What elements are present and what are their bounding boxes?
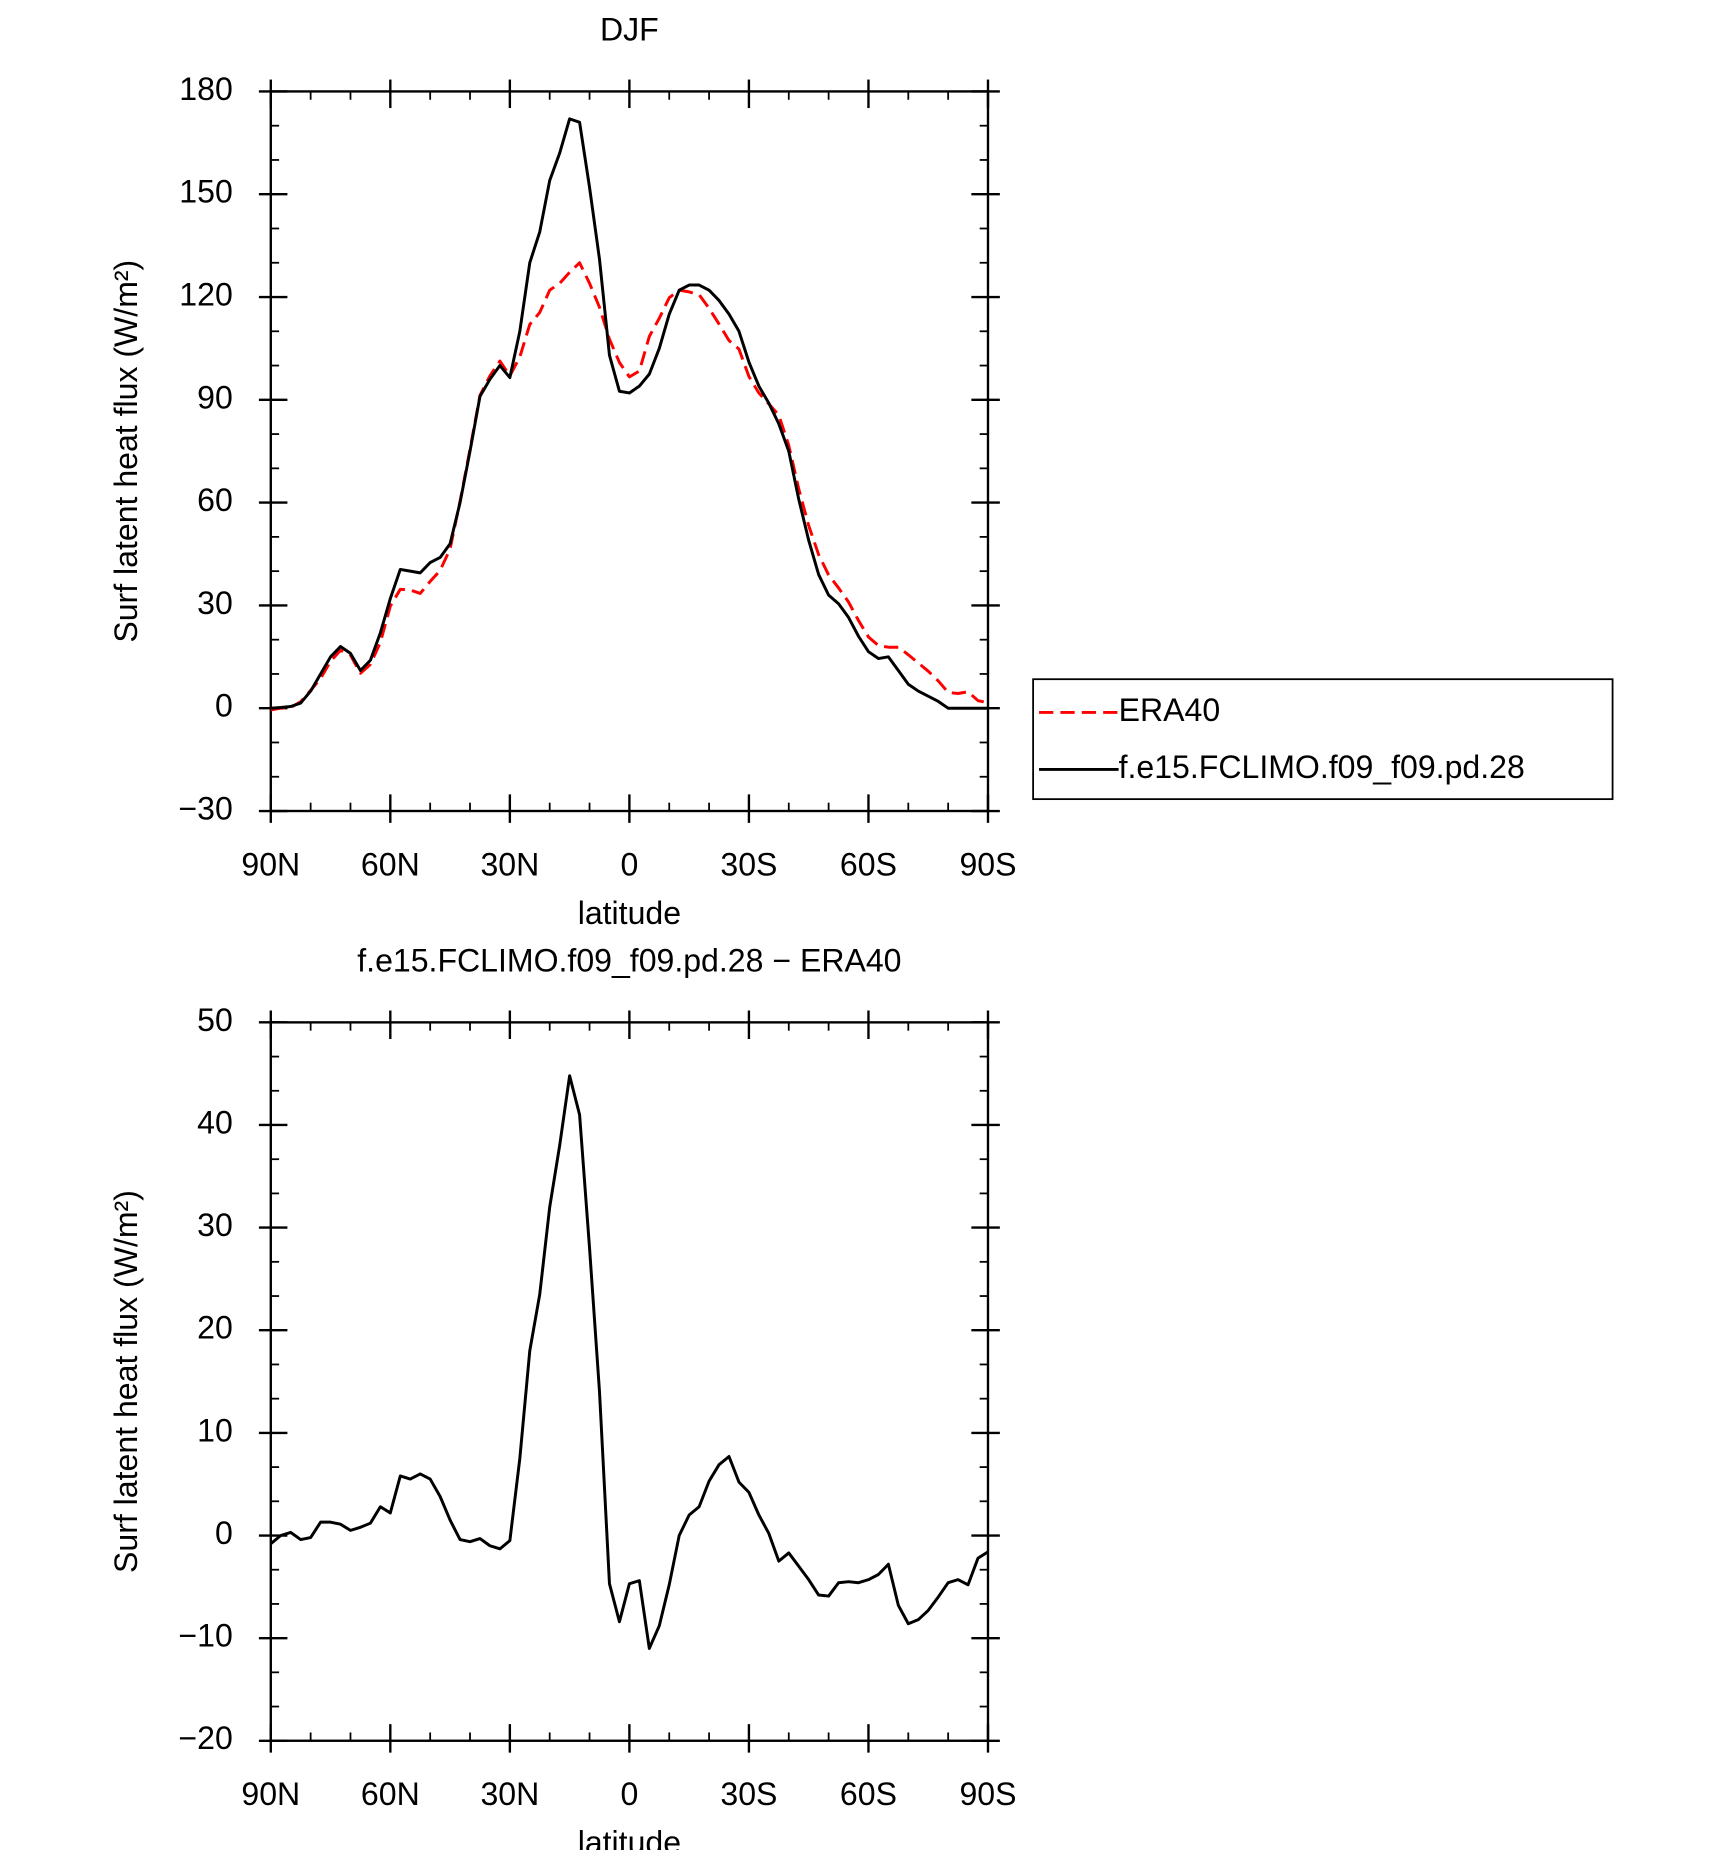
- x-tick-label: 60S: [840, 846, 897, 882]
- x-tick-label: 0: [620, 846, 638, 882]
- x-axis-label: latitude: [578, 895, 681, 931]
- y-tick-label: −30: [178, 790, 232, 826]
- legend-box: [1032, 678, 1614, 801]
- y-tick-label: 50: [197, 1002, 233, 1038]
- x-tick-label: 60S: [840, 1776, 897, 1812]
- y-tick-label: 30: [197, 1207, 233, 1243]
- y-tick-label: 40: [197, 1104, 233, 1140]
- y-tick-label: 180: [179, 71, 232, 107]
- data-line: [269, 1074, 989, 1650]
- x-tick-label: 30S: [720, 846, 777, 882]
- x-axis-label: latitude: [578, 1825, 681, 1850]
- x-tick-label: 90N: [241, 846, 300, 882]
- chart-title: DJF: [600, 12, 659, 48]
- plot-frame: [269, 90, 990, 813]
- legend-label: f.e15.FCLIMO.f09_f09.pd.28: [1119, 749, 1525, 785]
- y-tick-label: 10: [197, 1412, 233, 1448]
- x-tick-label: 90S: [959, 846, 1016, 882]
- data-line: [270, 261, 989, 712]
- y-tick-label: 0: [215, 1515, 233, 1551]
- x-tick-label: 0: [620, 1776, 638, 1812]
- x-tick-label: 60N: [361, 1776, 420, 1812]
- data-line: [270, 117, 988, 710]
- x-tick-label: 30N: [480, 1776, 539, 1812]
- y-axis-label: Surf latent heat flux (W/m²): [108, 260, 144, 643]
- y-tick-label: 90: [197, 379, 233, 415]
- y-axis-label: Surf latent heat flux (W/m²): [108, 1190, 144, 1573]
- y-tick-label: 120: [179, 276, 232, 312]
- x-tick-label: 30N: [480, 846, 539, 882]
- y-tick-label: −20: [178, 1720, 232, 1756]
- y-tick-label: 20: [197, 1310, 233, 1346]
- y-tick-label: 60: [197, 482, 233, 518]
- y-tick-label: 30: [197, 585, 233, 621]
- x-tick-label: 60N: [361, 846, 420, 882]
- chart-title: f.e15.FCLIMO.f09_f09.pd.28 − ERA40: [357, 942, 901, 978]
- y-tick-label: −10: [178, 1618, 232, 1654]
- legend-label: ERA40: [1119, 692, 1221, 728]
- x-tick-label: 90N: [241, 1776, 300, 1812]
- plot-frame: [269, 1021, 990, 1742]
- x-tick-label: 90S: [959, 1776, 1016, 1812]
- y-tick-label: 0: [215, 688, 233, 724]
- y-tick-label: 150: [179, 174, 232, 210]
- x-tick-label: 30S: [720, 1776, 777, 1812]
